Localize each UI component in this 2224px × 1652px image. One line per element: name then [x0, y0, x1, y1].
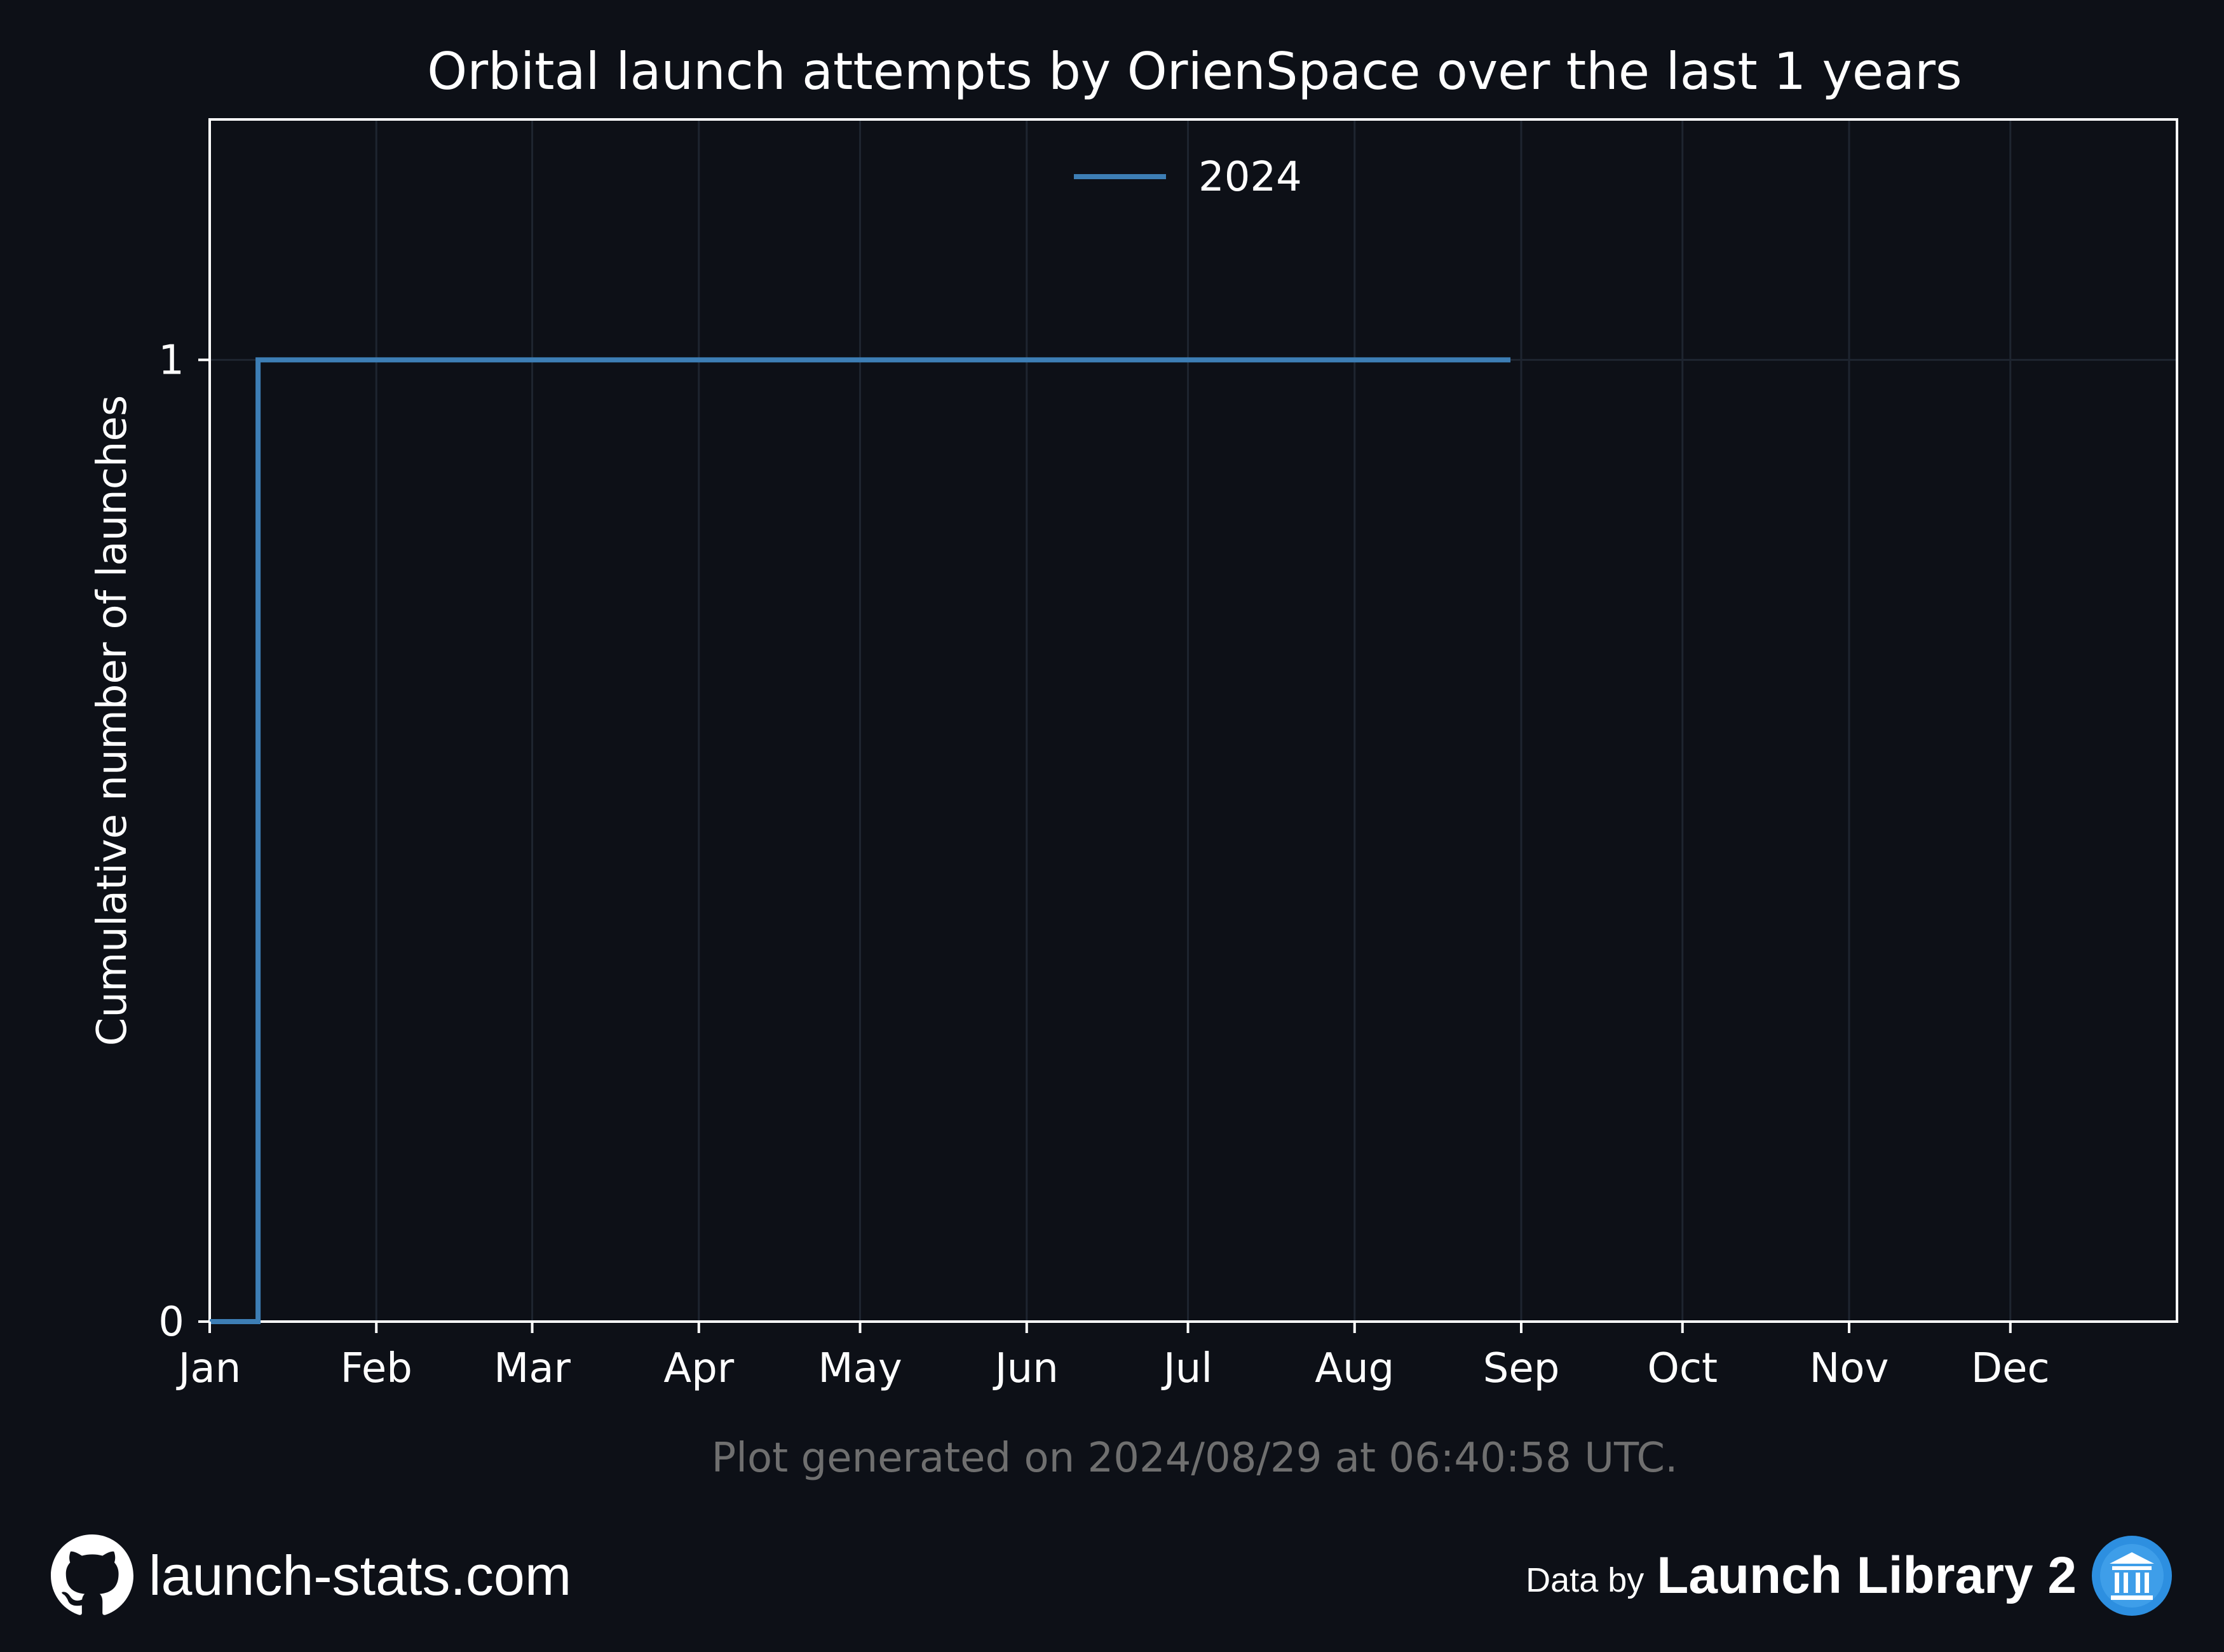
x-tick-label-jan: Jan: [176, 1345, 241, 1392]
data-by-label: Data by: [1526, 1561, 1644, 1600]
data-source-name[interactable]: Launch Library 2: [1657, 1546, 2077, 1606]
y-axis: 01: [158, 337, 210, 1346]
x-tick-label-oct: Oct: [1647, 1345, 1718, 1392]
site-credit[interactable]: launch-stats.com: [51, 1534, 571, 1617]
data-credit: Data by Launch Library 2: [1526, 1534, 2173, 1617]
y-tick-label-0: 0: [158, 1299, 184, 1346]
x-tick-label-nov: Nov: [1810, 1345, 1889, 1392]
x-tick-label-aug: Aug: [1315, 1345, 1394, 1392]
github-icon: [51, 1534, 133, 1617]
site-link[interactable]: launch-stats.com: [149, 1543, 571, 1608]
x-tick-label-apr: Apr: [663, 1345, 734, 1392]
x-tick-label-feb: Feb: [341, 1345, 412, 1392]
x-tick-label-jun: Jun: [993, 1345, 1059, 1392]
plot-frame: [210, 119, 2177, 1322]
launch-library-icon: [2091, 1534, 2173, 1617]
y-tick-label-1: 1: [158, 337, 184, 384]
x-tick-label-jul: Jul: [1161, 1345, 1212, 1392]
x-axis: Jan Feb Mar Apr May Jun Jul Aug Sep Oct Nov Dec: [176, 1322, 2050, 1392]
x-tick-label-dec: Dec: [1971, 1345, 2050, 1392]
x-tick-label-may: May: [818, 1345, 902, 1392]
x-tick-label-sep: Sep: [1483, 1345, 1560, 1392]
footnote: Plot generated on 2024/08/29 at 06:40:58…: [712, 1435, 1678, 1482]
chart-title: Orbital launch attempts by OrienSpace ov…: [427, 42, 1962, 101]
y-axis-label: Cumulative number of launches: [89, 395, 136, 1046]
legend-label-2024: 2024: [1198, 154, 1302, 201]
grid: [210, 119, 2177, 1322]
x-tick-label-mar: Mar: [494, 1345, 571, 1392]
